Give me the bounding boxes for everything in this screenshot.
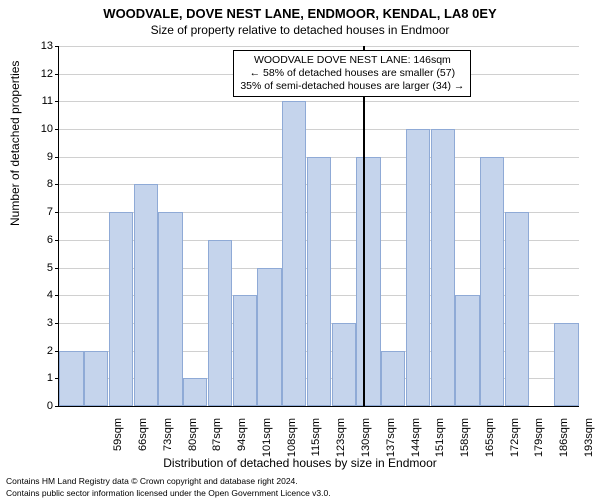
annotation-line: WOODVALE DOVE NEST LANE: 146sqm <box>240 54 464 67</box>
gridline <box>59 46 579 47</box>
bar <box>233 295 257 406</box>
bar <box>307 157 331 406</box>
y-tick-label: 8 <box>25 178 53 190</box>
bar <box>183 378 207 406</box>
gridline <box>59 129 579 130</box>
bar <box>332 323 356 406</box>
marker-line <box>363 46 365 406</box>
y-tick-label: 3 <box>25 317 53 329</box>
plot-area: 01234567891011121359sqm66sqm73sqm80sqm87… <box>58 46 579 407</box>
bar <box>505 212 529 406</box>
y-tick-label: 12 <box>25 68 53 80</box>
y-tick-label: 11 <box>25 95 53 107</box>
y-tick-label: 7 <box>25 206 53 218</box>
bar <box>455 295 479 406</box>
bar <box>356 157 380 406</box>
y-tick-label: 1 <box>25 372 53 384</box>
y-tick-label: 4 <box>25 289 53 301</box>
y-tick-label: 6 <box>25 234 53 246</box>
bar <box>554 323 578 406</box>
footer-line-2: Contains public sector information licen… <box>6 488 331 498</box>
y-axis-title: Number of detached properties <box>8 61 22 226</box>
bar <box>134 184 158 406</box>
bar <box>381 351 405 406</box>
bar <box>431 129 455 406</box>
y-tick-label: 13 <box>25 40 53 52</box>
annotation-line: 35% of semi-detached houses are larger (… <box>240 80 464 93</box>
bar <box>84 351 108 406</box>
y-tick-label: 9 <box>25 151 53 163</box>
y-tick-label: 10 <box>25 123 53 135</box>
bar <box>257 268 281 406</box>
bar <box>480 157 504 406</box>
y-tick-label: 0 <box>25 400 53 412</box>
annotation-line: ← 58% of detached houses are smaller (57… <box>240 67 464 80</box>
bar <box>109 212 133 406</box>
bar <box>158 212 182 406</box>
y-tick-label: 2 <box>25 345 53 357</box>
bar <box>208 240 232 406</box>
gridline <box>59 101 579 102</box>
bar <box>406 129 430 406</box>
chart-title: WOODVALE, DOVE NEST LANE, ENDMOOR, KENDA… <box>0 0 600 21</box>
x-axis-title: Distribution of detached houses by size … <box>0 456 600 470</box>
chart-subtitle: Size of property relative to detached ho… <box>0 23 600 37</box>
annotation-box: WOODVALE DOVE NEST LANE: 146sqm← 58% of … <box>233 50 471 97</box>
bar <box>282 101 306 406</box>
y-tick-label: 5 <box>25 262 53 274</box>
footer-line-1: Contains HM Land Registry data © Crown c… <box>6 476 298 486</box>
bar <box>59 351 83 406</box>
